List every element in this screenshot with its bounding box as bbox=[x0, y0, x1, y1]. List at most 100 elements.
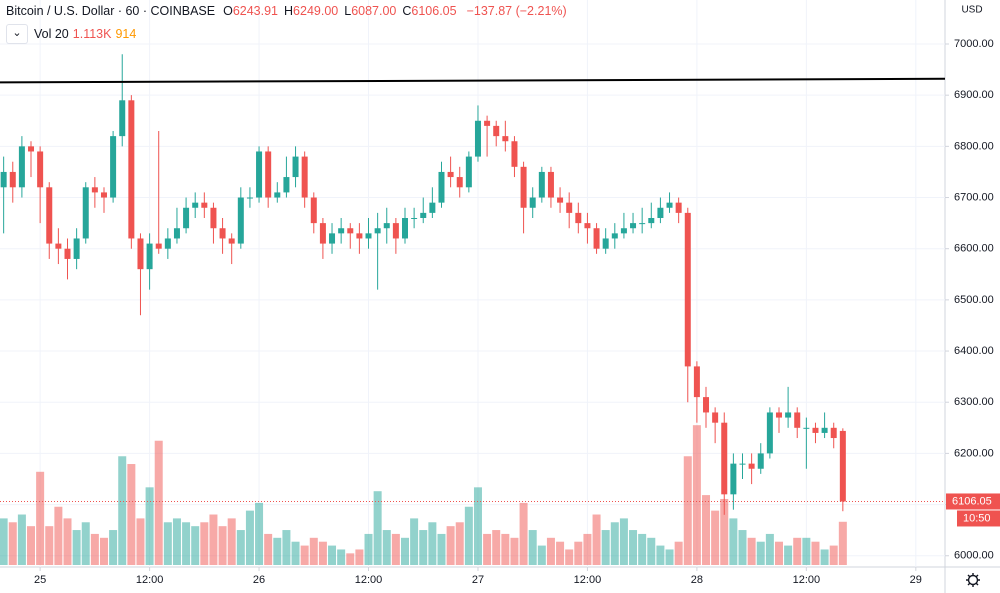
candle-body bbox=[347, 228, 354, 234]
volume-bar bbox=[711, 510, 720, 565]
volume-bar bbox=[629, 530, 638, 565]
volume-bar bbox=[455, 522, 464, 565]
candle-body bbox=[91, 187, 98, 193]
candle-body bbox=[9, 171, 16, 188]
currency-box bbox=[946, 0, 1000, 20]
volume-bar bbox=[364, 533, 373, 565]
candle-body bbox=[630, 223, 637, 229]
collapse-button[interactable]: ⌄ bbox=[6, 24, 28, 44]
volume-bar bbox=[355, 549, 364, 565]
volume-bar bbox=[410, 518, 419, 565]
candle-body bbox=[301, 156, 308, 198]
candle-body bbox=[383, 223, 390, 229]
y-tick-label: 6000.00 bbox=[954, 550, 994, 562]
candle-body bbox=[237, 197, 244, 244]
volume-bar bbox=[127, 464, 136, 565]
volume-bar bbox=[236, 530, 245, 565]
ohlc: O6243.91 H6249.00 L6087.00 C6106.05 bbox=[223, 4, 463, 18]
x-tick-label: 28 bbox=[691, 574, 703, 586]
candle-body bbox=[456, 177, 463, 188]
candle-body bbox=[821, 427, 828, 433]
x-tick-label: 29 bbox=[910, 574, 922, 586]
candle-body bbox=[712, 412, 719, 423]
header-legend: Bitcoin / U.S. Dollar · 60 · COINBASE O62… bbox=[6, 4, 571, 18]
countdown-box bbox=[957, 510, 1000, 527]
volume-bar bbox=[583, 533, 592, 565]
volume-bar bbox=[811, 541, 820, 565]
y-tick-label: 6500.00 bbox=[954, 294, 994, 306]
candles bbox=[0, 54, 846, 515]
volume-bar bbox=[565, 549, 574, 565]
candle-body bbox=[675, 202, 682, 213]
candle-body bbox=[830, 427, 837, 439]
volume-bar bbox=[820, 549, 829, 565]
volume-bar bbox=[656, 545, 665, 565]
volume-bar bbox=[647, 537, 656, 565]
candle-body bbox=[256, 151, 263, 198]
candle-body bbox=[18, 146, 25, 188]
candle-body bbox=[411, 217, 418, 219]
x-tick-label: 12:00 bbox=[136, 574, 164, 586]
candle-body bbox=[392, 223, 399, 239]
volume-bar bbox=[154, 440, 163, 565]
volume-bar bbox=[382, 530, 391, 565]
candle-body bbox=[703, 397, 710, 413]
volume-bar bbox=[592, 514, 601, 565]
volume-bar bbox=[90, 533, 99, 565]
candle-body bbox=[119, 100, 126, 137]
trend-line bbox=[0, 77, 946, 84]
candle-body bbox=[173, 228, 180, 239]
volume-title: Vol 20 bbox=[34, 27, 69, 41]
x-tick-label: 12:00 bbox=[793, 574, 821, 586]
volume-bar bbox=[218, 526, 227, 565]
candle-body bbox=[356, 233, 363, 239]
x-tick-label: 25 bbox=[34, 574, 46, 586]
volume-bar bbox=[282, 530, 291, 565]
y-tick-label: 6200.00 bbox=[954, 447, 994, 459]
volume-bar bbox=[665, 549, 674, 565]
candle-body bbox=[82, 187, 89, 239]
y-tick-label: 6800.00 bbox=[954, 140, 994, 152]
candle-body bbox=[164, 238, 171, 249]
volume-bar bbox=[829, 545, 838, 565]
candle-body bbox=[511, 141, 518, 167]
volume-bar bbox=[546, 537, 555, 565]
ohlc-key: C bbox=[402, 4, 412, 18]
volume-bar bbox=[373, 491, 382, 565]
candle-body bbox=[438, 171, 445, 203]
volume-bar bbox=[273, 537, 282, 565]
volume-bar bbox=[747, 537, 756, 565]
candle-body bbox=[602, 238, 609, 249]
candle-body bbox=[839, 430, 846, 502]
volume-bar bbox=[528, 530, 537, 565]
candle-body bbox=[547, 171, 554, 198]
candle-body bbox=[447, 171, 454, 178]
volume-bar bbox=[838, 521, 847, 565]
volume-bar bbox=[519, 502, 528, 565]
candle-body bbox=[292, 156, 299, 178]
volume-bar bbox=[784, 545, 793, 565]
candle-body bbox=[28, 146, 35, 152]
candle-body bbox=[812, 427, 819, 433]
candle-body bbox=[100, 192, 107, 198]
overlays bbox=[0, 77, 946, 502]
last-price-box bbox=[946, 493, 1000, 510]
volume-bar bbox=[17, 514, 26, 565]
candle-body bbox=[502, 136, 509, 142]
candle-body bbox=[228, 238, 235, 244]
candle-body bbox=[246, 197, 253, 199]
volume-bars bbox=[0, 425, 847, 565]
candle-body bbox=[766, 412, 773, 454]
y-tick-label: 6900.00 bbox=[954, 89, 994, 101]
volume-bar bbox=[0, 518, 8, 565]
candle-body bbox=[520, 166, 527, 208]
candle-body bbox=[64, 248, 71, 259]
candle-body bbox=[155, 243, 162, 249]
y-tick-label: 6400.00 bbox=[954, 345, 994, 357]
candle-body bbox=[365, 233, 372, 239]
settings-icon[interactable] bbox=[966, 573, 980, 587]
candle-body bbox=[620, 228, 627, 234]
candle-body bbox=[374, 228, 381, 234]
